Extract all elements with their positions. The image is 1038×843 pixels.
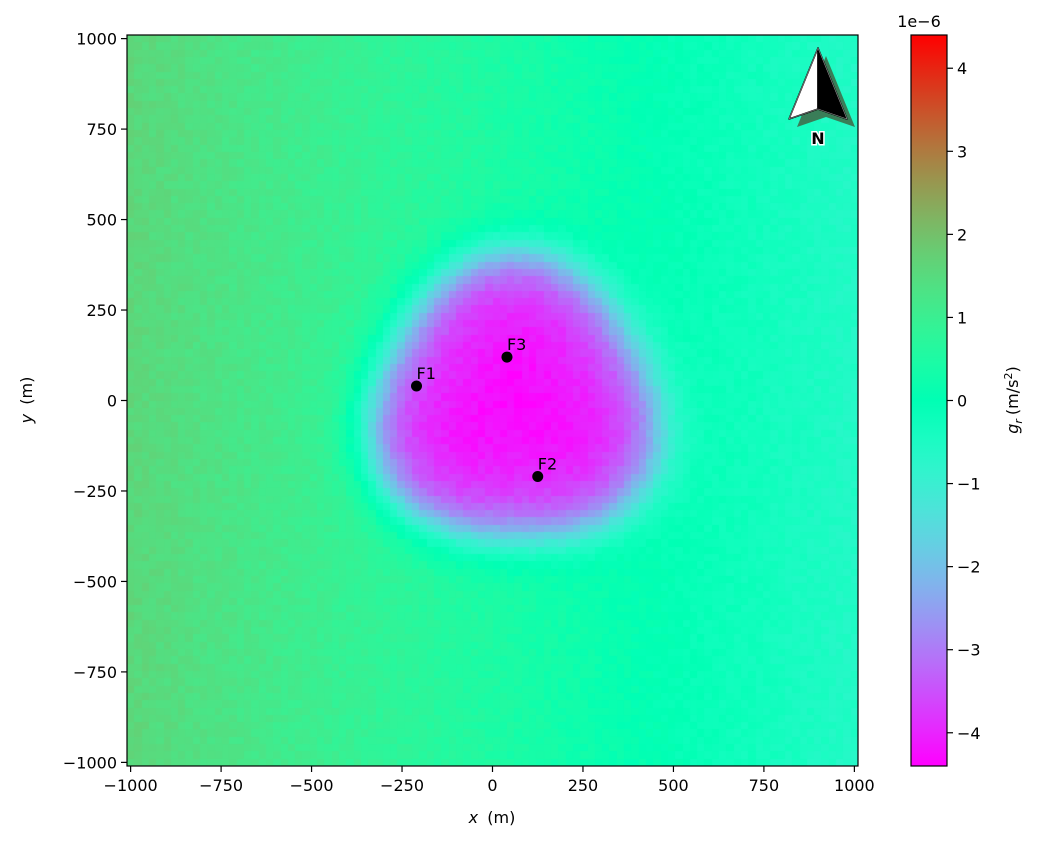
colorbar-label-var: g	[1003, 424, 1022, 434]
x-axis-ticks: −1000 −750 −500 −250 0 250 500 750 1000	[104, 766, 875, 795]
x-tick-label: −250	[380, 776, 424, 795]
x-axis-label: x (m)	[468, 808, 516, 827]
x-tick-label: 500	[658, 776, 689, 795]
point-marker-f3	[501, 351, 513, 363]
point-label-f2: F2	[538, 454, 557, 473]
point-marker-f2	[532, 470, 544, 482]
north-arrow-outline	[788, 47, 848, 120]
x-axis-label-var: x	[468, 808, 479, 827]
x-axis-label-unit: (m)	[487, 808, 515, 827]
y-tick-label: 250	[86, 301, 117, 320]
colorbar	[910, 34, 948, 767]
x-tick-label: 0	[487, 776, 497, 795]
colorbar-label-unit-close: )	[1003, 366, 1022, 372]
y-tick-label: 0	[107, 392, 117, 411]
colorbar-label-sub: r	[1012, 418, 1025, 424]
colorbar-tick-label: 0	[957, 392, 967, 411]
x-tick-label: −500	[290, 776, 334, 795]
point-label-f3: F3	[507, 335, 526, 354]
y-axis-label: y (m)	[17, 377, 36, 425]
colorbar-label: gr (m/s2)	[1002, 366, 1025, 434]
y-tick-label: 750	[86, 120, 117, 139]
heatmap-raster	[127, 35, 858, 766]
x-tick-label: 250	[568, 776, 599, 795]
y-tick-label: −500	[73, 572, 117, 591]
colorbar-tick-label: −4	[957, 724, 981, 743]
colorbar-label-unit-open: (m/s	[1003, 380, 1022, 416]
y-axis-label-unit: (m)	[17, 377, 36, 405]
colorbar-tick-label: 3	[957, 142, 967, 161]
y-tick-label: 1000	[76, 30, 117, 49]
y-tick-label: −750	[73, 663, 117, 682]
colorbar-tick-label: −1	[957, 475, 981, 494]
colorbar-label-unit-sup: 2	[1002, 373, 1015, 380]
colorbar-tick-label: 2	[957, 225, 967, 244]
colorbar-tick-label: −3	[957, 641, 981, 660]
x-tick-label: −750	[199, 776, 243, 795]
north-arrow-label: N	[811, 129, 824, 148]
x-tick-label: 1000	[834, 776, 875, 795]
x-tick-label: −1000	[104, 776, 158, 795]
y-tick-label: −1000	[63, 753, 117, 772]
y-axis-ticks: −1000 −750 −500 −250 0 250 500 750 1000	[63, 30, 127, 772]
data-points: F1 F2 F3	[411, 335, 557, 482]
colorbar-scale-label: 1e−6	[897, 12, 941, 31]
colorbar-tick-label: 4	[957, 59, 967, 78]
y-axis-label-var: y	[17, 413, 36, 424]
point-label-f1: F1	[417, 364, 436, 383]
colorbar-tick-label: −2	[957, 558, 981, 577]
north-arrow: N	[788, 47, 855, 150]
colorbar-ticks: −4 −3 −2 −1 0 1 2 3 4	[947, 59, 981, 743]
y-tick-label: −250	[73, 482, 117, 501]
point-marker-f1	[411, 380, 423, 392]
x-tick-label: 750	[749, 776, 780, 795]
y-tick-label: 500	[86, 211, 117, 230]
colorbar-tick-label: 1	[957, 308, 967, 327]
